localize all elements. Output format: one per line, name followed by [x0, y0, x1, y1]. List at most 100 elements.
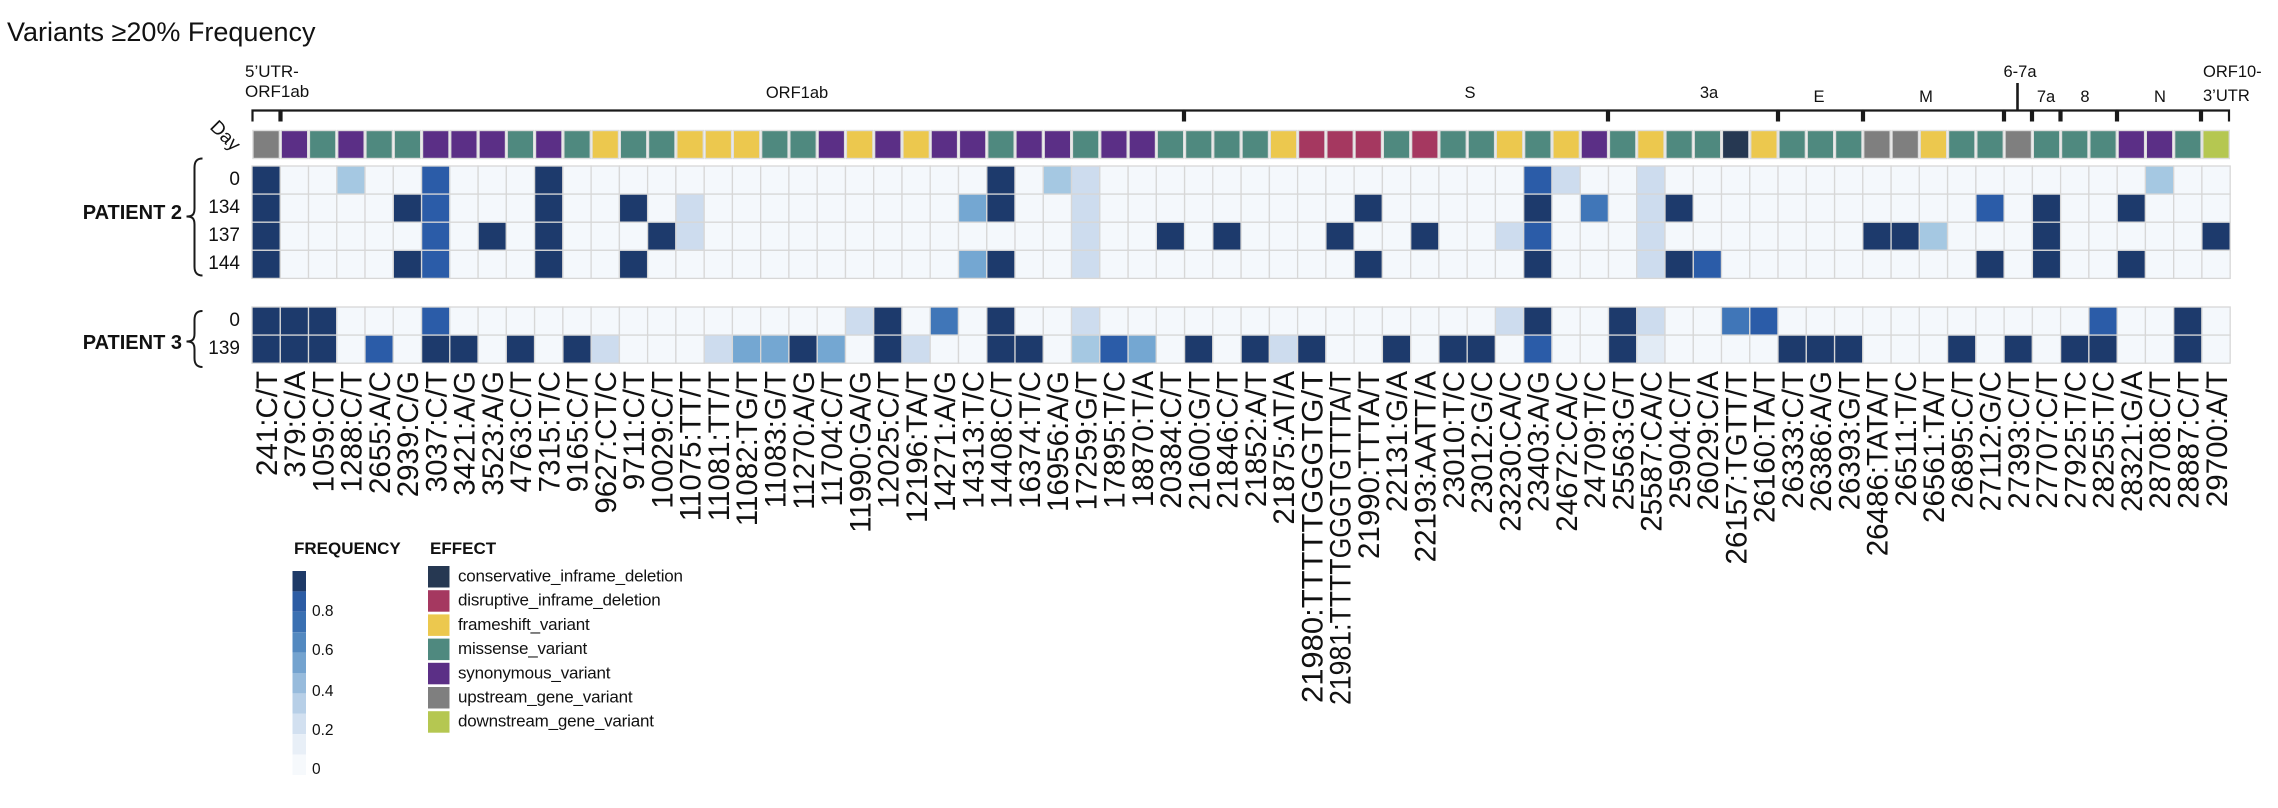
svg-text:17895:T/C: 17895:T/C — [1099, 371, 1132, 509]
svg-text:14408:C/T: 14408:C/T — [986, 371, 1019, 509]
svg-text:S: S — [1464, 84, 1475, 102]
svg-text:18870:T/A: 18870:T/A — [1127, 371, 1160, 507]
svg-text:17259:G/T: 17259:G/T — [1070, 371, 1103, 510]
svg-text:26157:TGTT/T: 26157:TGTT/T — [1720, 371, 1753, 564]
svg-text:11075:TT/T: 11075:TT/T — [675, 371, 708, 521]
svg-text:PATIENT 2: PATIENT 2 — [83, 202, 182, 224]
svg-text:25587:CA/C: 25587:CA/C — [1636, 371, 1669, 532]
svg-text:14271:A/G: 14271:A/G — [929, 371, 962, 512]
svg-text:9711:C/T: 9711:C/T — [618, 371, 651, 490]
svg-text:ORF10-: ORF10- — [2203, 63, 2262, 81]
svg-text:conservative_inframe_deletion: conservative_inframe_deletion — [458, 567, 683, 586]
svg-text:11082:TG/T: 11082:TG/T — [731, 371, 764, 526]
svg-text:PATIENT 3: PATIENT 3 — [83, 332, 182, 354]
svg-text:26029:C/A: 26029:C/A — [1692, 371, 1725, 511]
svg-text:139: 139 — [208, 338, 240, 359]
svg-text:29700:A/T: 29700:A/T — [2201, 371, 2234, 507]
svg-text:22193:AATT/A: 22193:AATT/A — [1410, 371, 1443, 563]
svg-text:21875:AT/A: 21875:AT/A — [1268, 371, 1301, 525]
svg-text:28887:C/T: 28887:C/T — [2173, 371, 2206, 509]
svg-text:10029:C/T: 10029:C/T — [647, 371, 680, 509]
svg-text:21981:TTTTGGGTGTTTA/T: 21981:TTTTGGGTGTTTA/T — [1325, 371, 1358, 705]
svg-text:7315:T/C: 7315:T/C — [533, 371, 566, 492]
svg-text:upstream_gene_variant: upstream_gene_variant — [458, 688, 633, 707]
svg-text:disruptive_inframe_deletion: disruptive_inframe_deletion — [458, 591, 661, 610]
svg-text:0: 0 — [229, 169, 240, 190]
svg-text:23403:A/G: 23403:A/G — [1523, 371, 1556, 512]
svg-text:26333:C/T: 26333:C/T — [1777, 371, 1810, 509]
svg-text:26561:TA/T: 26561:TA/T — [1918, 371, 1951, 523]
svg-text:11083:G/T: 11083:G/T — [760, 371, 793, 508]
svg-text:9627:CT/C: 9627:CT/C — [590, 371, 623, 514]
svg-text:27707:C/T: 27707:C/T — [2031, 371, 2064, 509]
svg-text:3523:A/G: 3523:A/G — [477, 371, 510, 496]
svg-text:synonymous_variant: synonymous_variant — [458, 663, 611, 682]
svg-text:26393:G/T: 26393:G/T — [1833, 371, 1866, 510]
svg-text:28321:G/A: 28321:G/A — [2116, 371, 2149, 512]
svg-text:missense_variant: missense_variant — [458, 639, 588, 658]
svg-text:11990:GA/G: 11990:GA/G — [844, 371, 877, 533]
svg-text:24709:T/C: 24709:T/C — [1579, 371, 1612, 509]
svg-text:27393:C/T: 27393:C/T — [2003, 371, 2036, 509]
svg-text:25904:C/T: 25904:C/T — [1664, 371, 1697, 509]
svg-text:27112:G/C: 27112:G/C — [1975, 371, 2008, 512]
svg-text:3a: 3a — [1700, 84, 1719, 102]
svg-text:134: 134 — [208, 197, 240, 218]
svg-text:16956:A/G: 16956:A/G — [1042, 371, 1075, 512]
svg-text:26511:T/C: 26511:T/C — [1890, 371, 1923, 507]
svg-text:21600:G/T: 21600:G/T — [1183, 371, 1216, 510]
svg-text:25563:G/T: 25563:G/T — [1607, 371, 1640, 510]
svg-text:0: 0 — [312, 761, 321, 778]
svg-text:9165:C/T: 9165:C/T — [562, 371, 595, 492]
svg-text:Variants ≥20% Frequency: Variants ≥20% Frequency — [7, 17, 316, 47]
svg-text:21852:A/T: 21852:A/T — [1240, 371, 1273, 507]
svg-text:144: 144 — [208, 253, 240, 274]
svg-text:21846:C/T: 21846:C/T — [1212, 371, 1245, 509]
svg-text:1059:C/T: 1059:C/T — [307, 371, 340, 492]
svg-text:28708:C/T: 28708:C/T — [2144, 371, 2177, 509]
svg-text:379:C/A: 379:C/A — [279, 371, 312, 478]
svg-text:11704:C/T: 11704:C/T — [816, 371, 849, 507]
svg-text:7a: 7a — [2037, 88, 2056, 106]
svg-text:20384:C/T: 20384:C/T — [1155, 371, 1188, 509]
svg-text:23230:CA/C: 23230:CA/C — [1494, 371, 1527, 532]
svg-text:8: 8 — [2080, 88, 2089, 106]
svg-text:ORF1ab: ORF1ab — [766, 84, 828, 102]
svg-text:14313:T/C: 14313:T/C — [957, 371, 990, 509]
svg-text:FREQUENCY: FREQUENCY — [294, 539, 401, 558]
svg-text:26386:A/G: 26386:A/G — [1805, 371, 1838, 512]
svg-text:EFFECT: EFFECT — [430, 539, 497, 558]
svg-text:137: 137 — [208, 225, 240, 246]
svg-text:1288:C/T: 1288:C/T — [336, 371, 369, 492]
svg-text:23012:G/C: 23012:G/C — [1466, 371, 1499, 514]
svg-text:16374:T/C: 16374:T/C — [1014, 371, 1047, 509]
svg-text:6-7a: 6-7a — [2003, 63, 2037, 81]
svg-text:3037:C/T: 3037:C/T — [420, 371, 453, 492]
svg-text:2939:C/G: 2939:C/G — [392, 371, 425, 497]
svg-text:12025:C/T: 12025:C/T — [873, 371, 906, 509]
svg-text:downstream_gene_variant: downstream_gene_variant — [458, 712, 654, 731]
svg-text:24672:CA/C: 24672:CA/C — [1551, 371, 1584, 532]
svg-text:26486:TATA/T: 26486:TATA/T — [1862, 371, 1895, 556]
svg-text:12196:TA/T: 12196:TA/T — [901, 371, 934, 523]
svg-text:M: M — [1919, 88, 1933, 106]
svg-text:11270:A/G: 11270:A/G — [788, 371, 821, 510]
svg-text:E: E — [1813, 88, 1824, 106]
svg-text:N: N — [2154, 88, 2166, 106]
svg-text:26895:C/T: 26895:C/T — [1946, 371, 1979, 509]
svg-text:241:C/T: 241:C/T — [251, 371, 284, 476]
svg-text:0.4: 0.4 — [312, 683, 334, 700]
svg-text:22131:G/A: 22131:G/A — [1381, 371, 1414, 512]
svg-text:0.8: 0.8 — [312, 603, 334, 620]
svg-text:21990:TTTA/T: 21990:TTTA/T — [1353, 371, 1386, 559]
svg-text:ORF1ab: ORF1ab — [245, 82, 309, 101]
svg-text:2655:A/C: 2655:A/C — [364, 371, 397, 494]
svg-text:0.6: 0.6 — [312, 642, 334, 659]
svg-text:23010:T/C: 23010:T/C — [1438, 371, 1471, 509]
svg-text:3421:A/G: 3421:A/G — [449, 371, 482, 496]
svg-text:5’UTR-: 5’UTR- — [245, 62, 299, 81]
svg-text:27925:T/C: 27925:T/C — [2060, 371, 2093, 509]
svg-text:26160:TA/T: 26160:TA/T — [1749, 371, 1782, 523]
svg-text:28255:T/C: 28255:T/C — [2088, 371, 2121, 509]
svg-text:3’UTR: 3’UTR — [2203, 87, 2250, 105]
